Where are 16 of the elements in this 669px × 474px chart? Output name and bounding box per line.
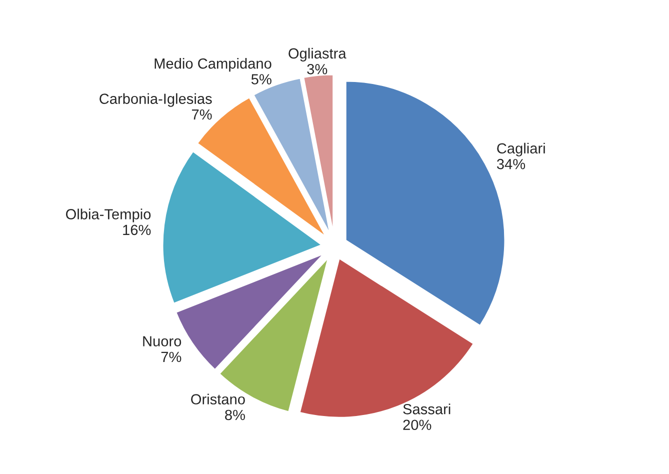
data-label: 34%: [496, 158, 526, 170]
data-label: 8%: [225, 410, 245, 420]
slice-label: Sassari: [403, 404, 450, 414]
slice-label: Oristano: [191, 394, 245, 404]
slice-label: Olbia-Tempio: [66, 208, 151, 222]
data-label: 20%: [403, 420, 432, 430]
slice-label: Carbonia-Iglesias: [100, 93, 212, 107]
slice-label: Medio Campidano: [154, 58, 272, 72]
slice-label: Cagliari: [497, 142, 545, 156]
slice-label: Ogliastra: [288, 48, 346, 62]
data-label: 5%: [251, 74, 272, 84]
data-label: 7%: [192, 109, 212, 120]
slice-label: Nuoro: [143, 336, 182, 346]
data-label: 7%: [161, 352, 182, 362]
data-label: 3%: [307, 64, 328, 74]
data-label: 16%: [123, 224, 151, 236]
